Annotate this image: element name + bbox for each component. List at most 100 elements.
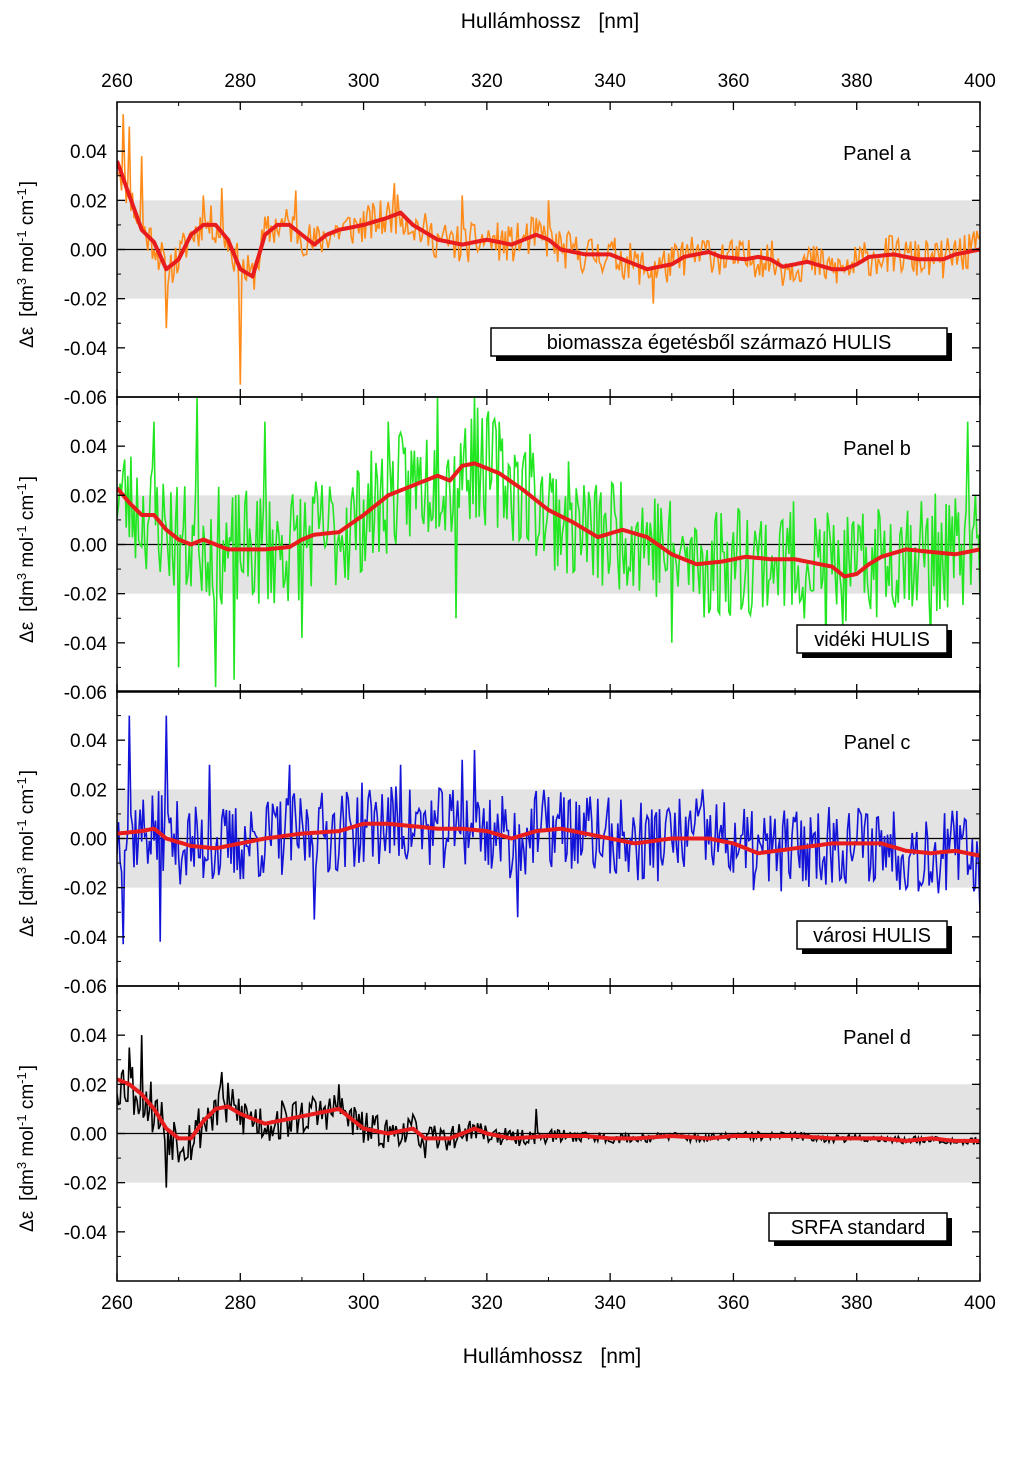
y-axis-label-part: 3 <box>14 278 29 285</box>
y-axis-label-part: -1 <box>14 188 29 200</box>
y-tick-label: -0.02 <box>64 290 107 311</box>
y-tick-label: -0.02 <box>64 879 107 900</box>
y-tick-label: 0.04 <box>70 437 107 458</box>
x-tick-label-top: 340 <box>594 71 626 92</box>
y-axis-label-part: -1 <box>14 1072 29 1084</box>
top-axis-title: Hullámhossz [nm] <box>461 10 640 33</box>
y-axis-label-part: cm <box>17 200 38 231</box>
y-axis-label: Δε[dm3 mol-1 cm-1] <box>14 1065 39 1232</box>
y-axis-label-part: Δε <box>17 326 38 348</box>
y-tick-label: -0.06 <box>64 977 107 998</box>
y-axis-label-part: cm <box>17 1084 38 1115</box>
y-axis-label-part: mol <box>17 1126 38 1162</box>
y-axis-label-part: ] <box>17 770 38 775</box>
y-axis-label-part: -1 <box>14 819 29 831</box>
y-axis-label-part: mol <box>17 537 38 573</box>
y-axis-label-part: 3 <box>14 867 29 874</box>
y-tick-label: -0.06 <box>64 683 107 704</box>
x-tick-label-bottom: 380 <box>841 1293 873 1314</box>
y-axis-label-part: 3 <box>14 1162 29 1169</box>
y-axis-label-part: [dm <box>17 285 38 317</box>
x-tick-label-bottom: 340 <box>594 1293 626 1314</box>
smoothed-series-line <box>117 1077 980 1143</box>
y-tick-label: -0.04 <box>64 339 108 360</box>
smoothed-series-line <box>117 821 980 858</box>
y-tick-label: -0.02 <box>64 1174 107 1195</box>
y-tick-label: 0.04 <box>70 1026 107 1047</box>
panel-b: -0.04 -0.02 0.00 0.02 0.04 -0.06 Panel b vidéki… <box>14 396 981 704</box>
panel-c: -0.04 -0.02 0.00 0.02 0.04 -0.06 Panel c városi… <box>14 690 981 998</box>
smoothed-series-line <box>117 160 980 279</box>
y-tick-label: 0.00 <box>70 830 107 851</box>
x-tick-label-bottom: 320 <box>471 1293 503 1314</box>
y-tick-label: 0.02 <box>70 1075 107 1096</box>
y-axis-label-part: [dm <box>17 1169 38 1201</box>
y-axis-label-part: ] <box>17 476 38 481</box>
label-box-text: városi HULIS <box>813 925 931 947</box>
y-axis-label-part: -1 <box>14 777 29 789</box>
y-tick-label: -0.04 <box>64 634 108 655</box>
y-tick-label: 0.02 <box>70 780 107 801</box>
x-tick-label-top: 380 <box>841 71 873 92</box>
y-tick-label: 0.02 <box>70 486 107 507</box>
panel-label: Panel d <box>843 1027 911 1049</box>
raw-series-line <box>117 715 980 945</box>
x-tick-label-top: 280 <box>224 71 256 92</box>
panel-a: -0.04 -0.02 0.00 0.02 0.04 -0.06 260 280 300 320 3… <box>14 71 996 409</box>
y-tick-label: -0.02 <box>64 585 107 606</box>
y-axis-label-part: Δε <box>17 1210 38 1232</box>
y-axis-label-part: cm <box>17 789 38 820</box>
y-axis-label-part: -1 <box>14 230 29 242</box>
y-axis-label-part: -1 <box>14 483 29 495</box>
label-box <box>768 1212 948 1242</box>
y-axis-label-part: mol <box>17 242 38 278</box>
y-axis-label-part: [dm <box>17 580 38 612</box>
panel-label: Panel c <box>844 732 911 754</box>
label-box-text: SRFA standard <box>791 1217 926 1239</box>
y-axis-label: Δε[dm3 mol-1 cm-1] <box>14 770 39 937</box>
x-tick-label-top: 400 <box>964 71 996 92</box>
panel-d: -0.04 -0.02 0.00 0.02 0.04 260 280 300 320 340 360… <box>14 985 996 1314</box>
y-axis-label-part: ] <box>17 1065 38 1070</box>
label-box <box>796 920 948 950</box>
x-tick-label-top: 360 <box>718 71 750 92</box>
y-axis-label-part: Δε <box>17 915 38 937</box>
y-tick-label: 0.04 <box>70 731 107 752</box>
y-axis-label-part: cm <box>17 495 38 526</box>
label-box <box>490 327 948 357</box>
x-tick-label-bottom: 360 <box>718 1293 750 1314</box>
panel-label: Panel a <box>843 143 912 165</box>
y-axis-label: Δε[dm3 mol-1 cm-1] <box>14 476 39 643</box>
y-tick-label: -0.04 <box>64 928 108 949</box>
raw-series-line <box>117 397 980 688</box>
y-axis-label-part: mol <box>17 831 38 867</box>
y-tick-label: -0.06 <box>64 388 107 409</box>
bottom-axis-title: Hullámhossz [nm] <box>463 1345 642 1368</box>
y-tick-label: 0.00 <box>70 241 107 262</box>
y-tick-label: 0.02 <box>70 191 107 212</box>
y-tick-label: 0.00 <box>70 1125 107 1146</box>
y-tick-label: 0.04 <box>70 142 107 163</box>
x-tick-label-top: 300 <box>348 71 380 92</box>
panels: -0.04 -0.02 0.00 0.02 0.04 -0.06 260 280 300 320 3… <box>14 71 996 1314</box>
y-axis-label-part: ] <box>17 181 38 186</box>
label-box <box>796 624 948 654</box>
x-tick-label-top: 260 <box>101 71 133 92</box>
x-tick-label-top: 320 <box>471 71 503 92</box>
x-tick-label-bottom: 400 <box>964 1293 996 1314</box>
x-tick-label-bottom: 280 <box>224 1293 256 1314</box>
y-axis-label-part: -1 <box>14 525 29 537</box>
y-axis-label: Δε[dm3 mol-1 cm-1] <box>14 181 39 348</box>
y-axis-label-part: [dm <box>17 874 38 906</box>
label-box-text: biomassza égetésből származó HULIS <box>547 332 892 354</box>
y-tick-label: -0.04 <box>64 1223 108 1244</box>
y-axis-label-part: -1 <box>14 1114 29 1126</box>
panel-label: Panel b <box>843 438 911 460</box>
smoothed-series-line <box>117 461 980 579</box>
x-tick-label-bottom: 260 <box>101 1293 133 1314</box>
y-tick-label: 0.00 <box>70 536 107 557</box>
x-tick-label-bottom: 300 <box>348 1293 380 1314</box>
y-axis-label-part: Δε <box>17 621 38 643</box>
label-box-text: vidéki HULIS <box>814 629 930 651</box>
